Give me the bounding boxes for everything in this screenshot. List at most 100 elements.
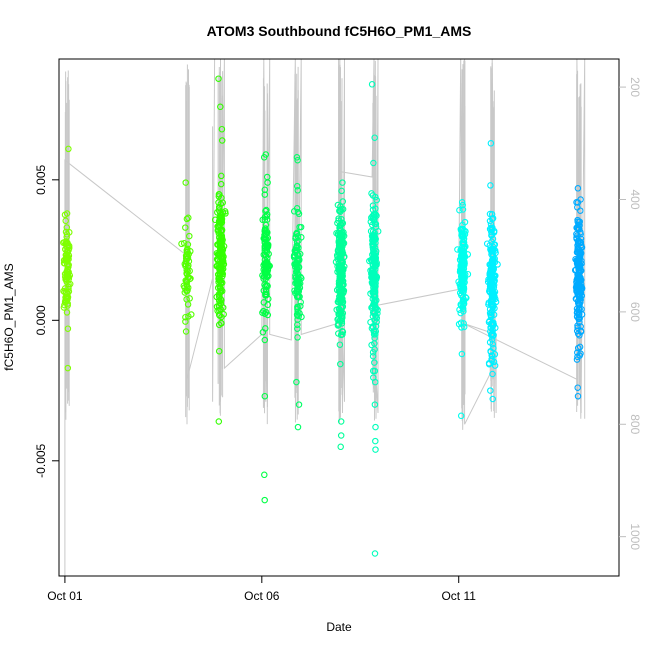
data-point-outlier xyxy=(574,384,581,391)
data-point xyxy=(491,305,498,312)
data-point xyxy=(220,311,227,318)
data-point xyxy=(334,201,342,209)
x-tick-label: Oct 11 xyxy=(441,589,476,603)
data-point xyxy=(60,257,68,264)
data-point-outlier xyxy=(294,156,301,164)
data-point-outlier xyxy=(459,201,466,209)
data-point xyxy=(261,225,269,233)
data-point-outlier xyxy=(261,471,268,479)
data-point xyxy=(183,266,190,274)
data-point-outlier xyxy=(295,401,303,408)
data-point xyxy=(574,344,582,352)
data-point xyxy=(337,274,345,282)
data-point xyxy=(462,228,469,235)
series-9 xyxy=(483,140,501,403)
data-point xyxy=(458,268,465,275)
data-point xyxy=(339,238,346,245)
data-point xyxy=(184,264,191,271)
data-point xyxy=(217,212,225,220)
data-point xyxy=(215,321,223,329)
data-point xyxy=(367,290,374,297)
data-point xyxy=(335,284,342,291)
data-point xyxy=(217,319,225,327)
y2-tick-label: 800 xyxy=(628,414,642,434)
data-point xyxy=(63,309,71,316)
data-point xyxy=(339,205,347,213)
data-point xyxy=(371,262,379,270)
data-point xyxy=(294,325,301,332)
data-point-outlier xyxy=(371,550,379,557)
data-point xyxy=(368,190,375,197)
data-point xyxy=(372,330,379,338)
series-4 xyxy=(259,151,273,504)
data-point xyxy=(338,320,346,327)
data-point xyxy=(487,270,495,278)
data-point xyxy=(185,257,193,265)
data-point-outlier xyxy=(577,207,584,214)
data-point xyxy=(262,221,270,229)
data-point xyxy=(294,304,301,311)
data-point xyxy=(264,282,271,290)
data-point xyxy=(576,318,583,326)
series-6 xyxy=(332,179,348,451)
data-point xyxy=(575,259,582,266)
data-point-outlier xyxy=(260,154,268,161)
data-point xyxy=(369,274,377,281)
data-point xyxy=(333,252,341,259)
data-point xyxy=(464,270,472,278)
altitude-trace xyxy=(64,58,586,576)
data-point xyxy=(215,291,223,298)
altitude-trace-layer xyxy=(64,58,586,576)
data-point xyxy=(182,318,189,325)
data-point xyxy=(337,258,345,265)
data-point-outlier xyxy=(574,392,582,400)
data-point-outlier xyxy=(218,137,226,144)
data-point xyxy=(459,247,467,255)
data-point xyxy=(490,229,498,236)
data-point xyxy=(261,228,268,235)
data-point xyxy=(459,251,466,259)
data-point-outlier xyxy=(215,347,223,355)
data-point xyxy=(454,246,461,253)
data-point xyxy=(491,362,499,369)
data-point xyxy=(62,240,69,248)
data-point xyxy=(61,288,68,296)
data-point xyxy=(294,279,301,286)
data-point xyxy=(338,187,345,195)
series-3 xyxy=(211,75,229,425)
data-point xyxy=(262,270,270,278)
data-point-outlier xyxy=(263,173,271,181)
data-point xyxy=(488,322,496,329)
data-point xyxy=(65,283,72,291)
data-point xyxy=(459,275,467,283)
data-point xyxy=(295,256,303,264)
data-point xyxy=(259,328,267,336)
data-point xyxy=(334,219,341,227)
data-point xyxy=(216,251,224,259)
data-point xyxy=(293,276,301,283)
data-point xyxy=(371,359,378,366)
data-point xyxy=(459,221,466,229)
data-point xyxy=(574,249,581,256)
data-point xyxy=(215,265,223,272)
data-points-layer xyxy=(60,75,586,557)
data-point xyxy=(298,275,305,282)
data-point-outlier xyxy=(371,378,379,386)
y2-tick-label: 200 xyxy=(628,77,642,97)
data-point xyxy=(577,235,585,242)
data-point-outlier xyxy=(487,387,494,394)
data-point xyxy=(489,252,497,260)
data-point xyxy=(183,283,191,291)
data-point-outlier xyxy=(458,350,466,358)
data-point xyxy=(262,207,269,215)
data-point xyxy=(483,240,491,247)
data-point xyxy=(459,282,466,289)
data-point-outlier xyxy=(65,145,72,153)
data-point xyxy=(577,328,585,336)
series-5 xyxy=(290,154,305,431)
data-point-outlier xyxy=(487,347,494,355)
data-point xyxy=(578,243,585,251)
x-axis: Oct 01 Oct 06 Oct 11 xyxy=(47,575,476,603)
series-10 xyxy=(571,185,586,400)
data-point xyxy=(262,309,270,316)
